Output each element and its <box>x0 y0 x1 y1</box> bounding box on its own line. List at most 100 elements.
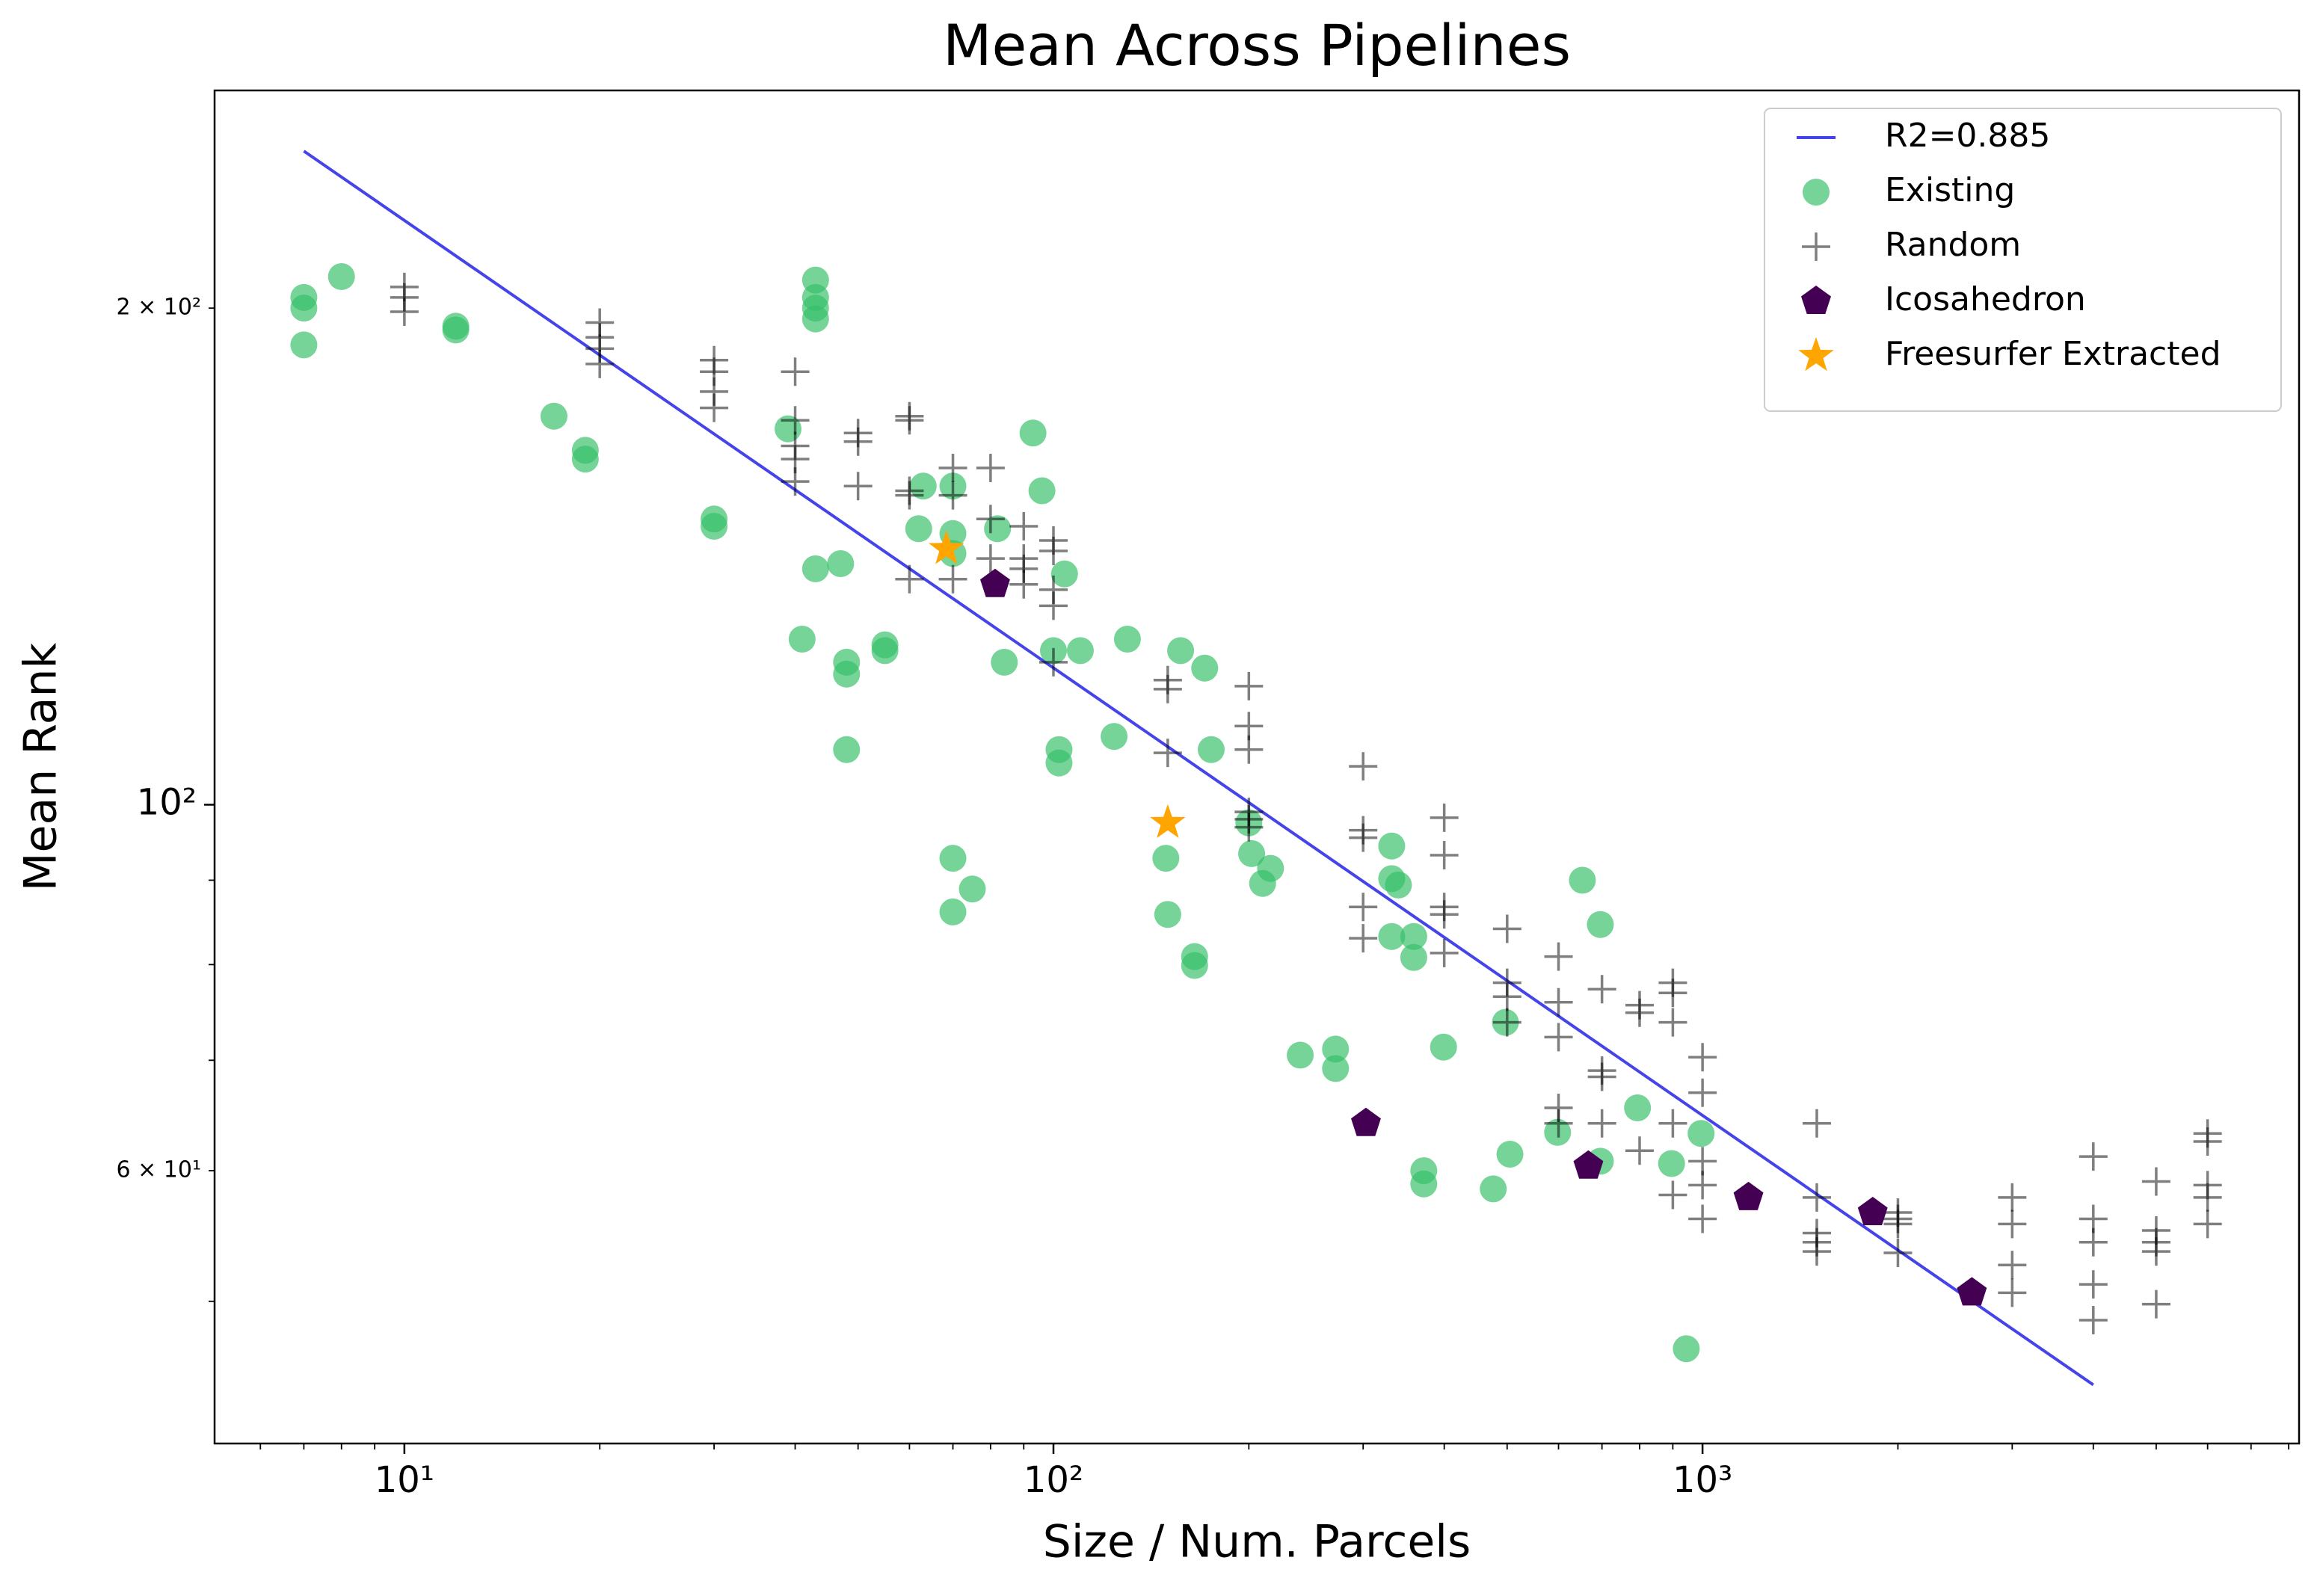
point <box>1009 511 1039 540</box>
point <box>585 349 615 378</box>
point <box>1197 736 1225 763</box>
point <box>1573 1150 1604 1179</box>
point <box>1287 1041 1314 1069</box>
point <box>1998 1278 2027 1307</box>
point <box>2141 1290 2170 1319</box>
point <box>1658 979 1687 1008</box>
point <box>1998 1210 2027 1239</box>
point <box>1153 739 1182 768</box>
point <box>2079 1227 2108 1257</box>
plot-frame <box>213 89 2301 1445</box>
point <box>1322 1035 1350 1063</box>
point <box>1234 735 1264 764</box>
point <box>1028 477 1056 505</box>
legend-marker <box>1801 286 1831 314</box>
point <box>1688 1204 1717 1233</box>
point <box>1410 1170 1438 1198</box>
x-axis-label: Size / Num. Parcels <box>1043 1516 1471 1568</box>
legend-label: Random <box>1885 226 2021 264</box>
legend-label: Icosahedron <box>1885 280 2086 318</box>
point <box>895 564 924 594</box>
point <box>1234 813 1264 842</box>
point <box>1492 1008 1521 1037</box>
point <box>2193 1127 2222 1156</box>
point <box>1153 674 1182 703</box>
legend-label: Existing <box>1885 171 2015 209</box>
point <box>1802 1237 1831 1266</box>
point <box>1658 1008 1687 1037</box>
point <box>1998 1251 2027 1280</box>
point <box>1349 823 1378 852</box>
point <box>980 568 1010 597</box>
point <box>1998 1183 2027 1212</box>
point <box>1625 998 1654 1027</box>
legend-marker <box>1803 179 1830 206</box>
x-tick-label: 10¹ <box>375 1459 434 1501</box>
point <box>1957 1277 1987 1306</box>
point <box>1349 924 1378 953</box>
point <box>1019 419 1047 447</box>
point <box>827 550 855 578</box>
point <box>1688 1147 1717 1176</box>
point <box>1430 900 1459 929</box>
point <box>1351 1107 1381 1136</box>
point <box>939 845 967 872</box>
point <box>1544 1023 1573 1052</box>
legend-marker <box>1798 337 1834 372</box>
point <box>1039 591 1068 620</box>
point <box>1687 1120 1715 1147</box>
point <box>290 331 318 359</box>
point <box>1492 982 1521 1011</box>
point <box>1191 654 1219 682</box>
point <box>1378 922 1406 950</box>
point <box>843 472 873 501</box>
point <box>390 297 419 326</box>
point <box>1101 723 1128 751</box>
point <box>1492 914 1521 943</box>
point <box>1587 1062 1616 1091</box>
point <box>1625 1136 1654 1165</box>
point <box>1587 975 1616 1004</box>
legend-marker <box>1802 232 1830 261</box>
point <box>781 467 810 496</box>
point <box>1733 1181 1764 1210</box>
point <box>1883 1210 1913 1239</box>
point <box>1045 749 1073 777</box>
point <box>1066 637 1094 665</box>
y-axis-label: Mean Rank <box>15 643 67 892</box>
point <box>327 262 355 290</box>
point <box>1238 839 1266 867</box>
point <box>1152 845 1180 872</box>
point <box>1480 1175 1507 1203</box>
legend-label: Freesurfer Extracted <box>1885 335 2221 373</box>
point <box>1050 560 1078 588</box>
point <box>701 512 728 540</box>
point <box>1688 1078 1717 1107</box>
point <box>1658 1150 1685 1177</box>
point <box>788 625 816 653</box>
point <box>976 454 1005 483</box>
point <box>1039 537 1068 566</box>
point <box>1181 952 1208 979</box>
point <box>1349 752 1378 781</box>
y-minor-tick-label: 6 × 10¹ <box>117 1157 202 1183</box>
point <box>939 898 967 925</box>
point <box>895 481 924 510</box>
point <box>833 660 861 688</box>
point <box>1349 893 1378 922</box>
point <box>1430 840 1459 869</box>
point <box>1496 1140 1524 1168</box>
point <box>895 406 924 435</box>
point <box>2079 1142 2108 1171</box>
point <box>938 481 967 510</box>
y-tick-label: 10² <box>137 781 197 823</box>
point <box>700 393 729 422</box>
point <box>938 564 967 594</box>
point <box>1802 1183 1831 1212</box>
point <box>571 446 599 473</box>
point <box>2193 1183 2222 1212</box>
chart-title: Mean Across Pipelines <box>943 12 1571 78</box>
point <box>959 875 986 903</box>
point <box>1400 943 1427 971</box>
